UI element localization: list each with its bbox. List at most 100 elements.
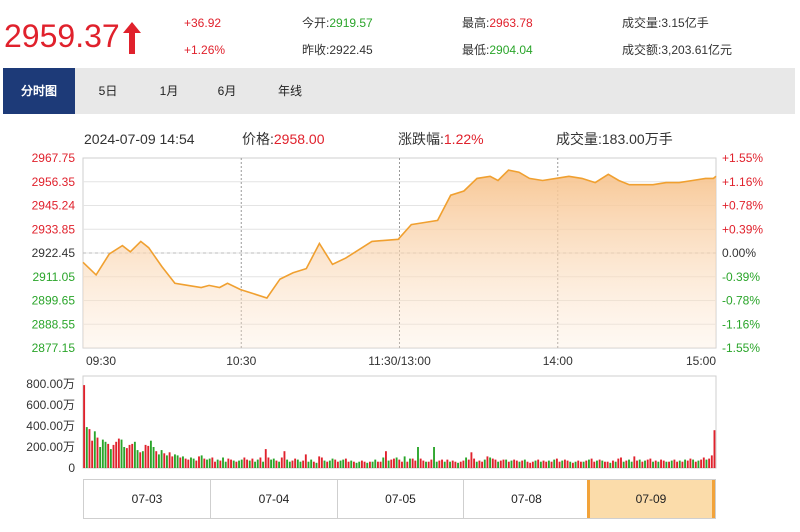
volume-bar [149, 440, 152, 468]
volume-bar [566, 460, 569, 468]
volume-bar [465, 457, 468, 468]
volume-bar [203, 458, 206, 468]
volume-y-tick-label: 800.00万 [26, 377, 75, 391]
volume-bar [107, 443, 110, 468]
volume-bar [171, 456, 174, 468]
y-pct-tick-label: 0.00% [722, 246, 756, 260]
amount-stat: 成交额:3,203.61亿元 [622, 43, 732, 57]
volume-bar [553, 459, 556, 468]
open-stat: 今开:2919.57 [302, 16, 373, 30]
price-line [82, 169, 717, 299]
date-tab-0703[interactable]: 07-03 [84, 480, 211, 518]
y-tick-label: 2933.85 [32, 222, 76, 236]
tab-6-month[interactable]: 6月 [217, 84, 237, 98]
volume-bar [547, 460, 550, 468]
volume-bar [160, 450, 163, 468]
volume-bar [382, 457, 385, 468]
hover-change: 涨跌幅:1.22% [398, 131, 484, 147]
volume-bar [254, 461, 257, 468]
volume-bar [684, 459, 687, 468]
volume-bar [697, 460, 700, 468]
volume-bar [294, 458, 297, 468]
volume-bar [644, 460, 646, 468]
volume-bar [411, 458, 414, 468]
volume-bar [521, 460, 524, 468]
date-tab-0708[interactable]: 07-08 [464, 480, 590, 518]
y-pct-tick-label: -0.39% [722, 270, 760, 284]
volume-bar [368, 461, 371, 468]
volume-bar [430, 459, 433, 468]
volume-bar [342, 459, 345, 468]
volume-bar [435, 461, 438, 468]
volume-bar [240, 459, 243, 468]
volume-bar [224, 461, 227, 468]
prev-close-label: 昨收: [302, 43, 330, 57]
date-tab-0705[interactable]: 07-05 [338, 480, 464, 518]
volume-bar [104, 441, 107, 469]
tab-1-month[interactable]: 1月 [159, 84, 179, 98]
volume-bar [246, 459, 248, 468]
volume-bar [668, 461, 670, 468]
tab-intraday[interactable]: 分时图 [3, 68, 75, 114]
volume-bar [422, 460, 425, 468]
prev-close-value: 2922.45 [329, 43, 373, 57]
volume-bar [174, 454, 176, 468]
volume-bar [620, 457, 622, 468]
volume-bar [187, 459, 190, 468]
volume-bar [347, 461, 350, 468]
volume-bar [176, 455, 179, 468]
hover-price-label: 价格: [242, 131, 274, 147]
volume-bar [681, 461, 684, 468]
volume-bar [425, 461, 427, 468]
volume-bar [417, 447, 419, 468]
y-pct-tick-label: -1.55% [722, 341, 760, 355]
volume-bar [211, 457, 214, 468]
y-pct-tick-label: +0.78% [722, 199, 763, 213]
volume-bar [168, 452, 171, 469]
volume-bar [481, 461, 484, 468]
volume-bar [660, 459, 662, 468]
x-tick-label: 14:00 [543, 354, 573, 368]
volume-bar [166, 455, 168, 468]
volume-bar [652, 461, 654, 468]
volume-bar [141, 451, 144, 468]
volume-bar [473, 458, 476, 468]
volume-bar [131, 443, 134, 468]
volume-bar [646, 459, 649, 468]
volume-bar [662, 460, 665, 468]
volume-bar [248, 460, 251, 468]
volume-bar [147, 445, 150, 468]
volume-bar [133, 441, 136, 469]
volume-bar [494, 459, 497, 468]
tab-5-day[interactable]: 5日 [98, 84, 118, 98]
volume-bar [93, 431, 96, 469]
volume-bar [555, 458, 558, 468]
volume-bar [478, 460, 481, 468]
volume-value: 3.15亿手 [661, 16, 709, 30]
volume-bar [256, 459, 259, 468]
volume-bar [272, 458, 275, 468]
volume-bar [694, 461, 697, 468]
volume-bar [582, 461, 585, 468]
period-tabs: 分时图 5日 1月 6月 年线 [3, 68, 795, 114]
volume-y-tick-label: 200.00万 [26, 440, 75, 454]
date-tab-0704[interactable]: 07-04 [211, 480, 338, 518]
volume-bar [505, 459, 508, 468]
volume-bar [558, 461, 561, 468]
volume-bar [323, 460, 326, 468]
price-change: +36.92 [184, 16, 222, 30]
volume-bar [318, 456, 321, 468]
tab-year[interactable]: 年线 [277, 84, 302, 98]
volume-bar [638, 459, 641, 468]
volume-bar [585, 460, 588, 468]
volume-bar [406, 461, 409, 468]
volume-bar [198, 456, 200, 468]
volume-bar [604, 461, 606, 468]
volume-bar [510, 460, 513, 468]
x-tick-label: 09:30 [86, 354, 116, 368]
date-tab-0709[interactable]: 07-09 [587, 480, 715, 518]
y-pct-tick-label: +1.55% [722, 151, 763, 165]
volume-bar [344, 458, 347, 468]
volume-bar [710, 455, 713, 468]
